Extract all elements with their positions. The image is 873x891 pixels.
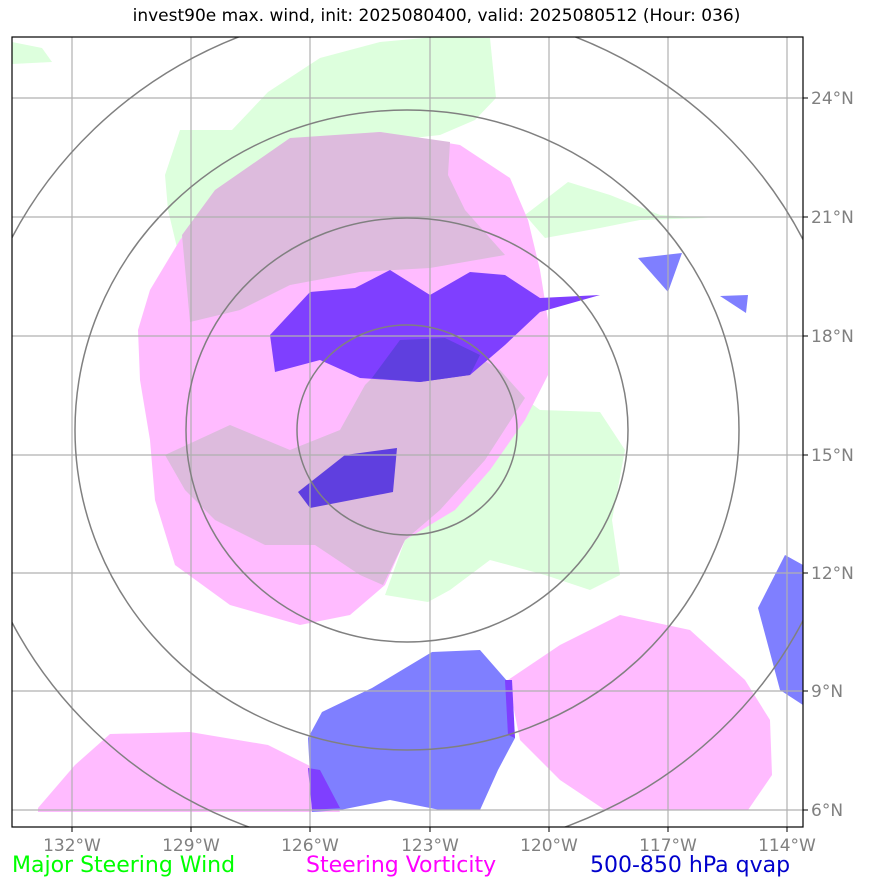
- lat-tick-labels: 24°N 21°N 18°N 15°N 12°N 9°N 6°N: [811, 89, 854, 821]
- gridlines: [12, 37, 803, 827]
- lat-tick-label: 24°N: [811, 89, 854, 109]
- lon-tick-label: 123°W: [401, 836, 459, 856]
- lat-tick-label: 18°N: [811, 327, 854, 347]
- lat-tick-label: 15°N: [811, 446, 854, 466]
- steering-wind-layer: [12, 37, 708, 602]
- lon-tick-label: 114°W: [758, 836, 816, 856]
- lon-tick-label: 132°W: [43, 836, 101, 856]
- lat-tick-label: 12°N: [811, 564, 854, 584]
- lat-tick-label: 21°N: [811, 208, 854, 228]
- lat-tick-label: 6°N: [811, 801, 843, 821]
- map-title: invest90e max. wind, init: 2025080400, v…: [132, 6, 741, 26]
- lon-tick-labels: 132°W 129°W 126°W 123°W 120°W 117°W 114°…: [43, 836, 816, 856]
- lon-tick-label: 126°W: [281, 836, 339, 856]
- lon-tick-label: 117°W: [639, 836, 697, 856]
- legend-steering-wind: Major Steering Wind: [12, 853, 236, 878]
- lat-tick-label: 9°N: [811, 682, 843, 702]
- plot-frame: [11, 36, 804, 828]
- lon-tick-label: 129°W: [162, 836, 220, 856]
- legend-qvap: 500-850 hPa qvap: [590, 853, 791, 878]
- tick-marks: [71, 97, 808, 832]
- range-rings: [12, 37, 803, 827]
- lon-tick-label: 120°W: [520, 836, 578, 856]
- legend-steering-vorticity: Steering Vorticity: [306, 853, 497, 878]
